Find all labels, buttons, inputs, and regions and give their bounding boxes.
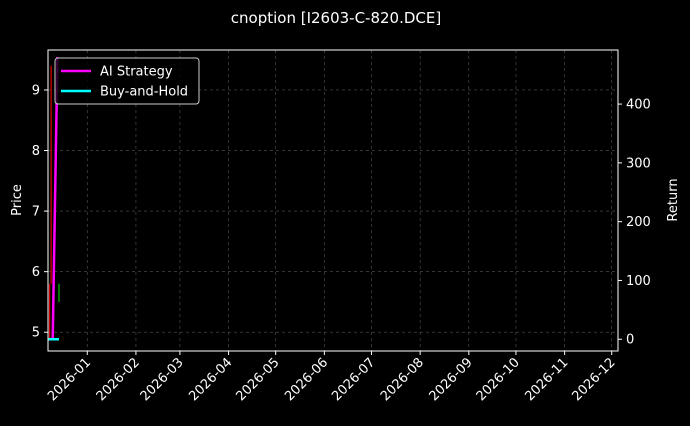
x-tick-label: 2026-04	[186, 355, 235, 404]
y-axis: 5 6 7 8 9	[32, 83, 48, 341]
x-tick-label: 2026-05	[233, 355, 282, 404]
x-tick-label: 2026-10	[474, 355, 523, 404]
x-tick-label: 2026-08	[378, 355, 427, 404]
y-tick-label: 7	[32, 205, 40, 220]
y-tick-label: 6	[32, 265, 40, 280]
y2-tick-label: 200	[626, 215, 651, 230]
y2-tick-label: 300	[626, 156, 651, 171]
y-axis-label: Price	[10, 184, 25, 216]
plot-frame	[47, 49, 619, 352]
chart-title: cnoption [I2603-C-820.DCE]	[231, 9, 441, 27]
grid	[48, 50, 618, 351]
y-tick-label: 5	[32, 326, 40, 341]
y2-axis-label: Return	[666, 178, 681, 221]
y2-tick-label: 400	[626, 98, 651, 113]
y-tick-label: 8	[32, 144, 40, 159]
y-tick-label: 9	[32, 83, 40, 98]
y2-axis: 0 100 200 300 400	[618, 98, 651, 348]
legend-box	[54, 57, 200, 105]
y2-tick-label: 0	[626, 333, 634, 348]
x-tick-label: 2026-12	[570, 355, 619, 404]
legend-label-buy-and-hold: Buy-and-Hold	[100, 85, 188, 100]
x-tick-label: 2026-03	[138, 355, 187, 404]
y2-tick-label: 100	[626, 274, 651, 289]
candles	[48, 65, 60, 339]
x-tick-label: 2026-07	[329, 355, 378, 404]
x-tick-label: 2026-09	[427, 355, 476, 404]
legend: AI Strategy Buy-and-Hold	[54, 57, 200, 105]
legend-label-ai-strategy: AI Strategy	[100, 65, 173, 80]
x-tick-label: 2026-11	[522, 355, 571, 404]
x-tick-label: 2026-06	[282, 355, 331, 404]
series-lines	[48, 57, 59, 341]
x-tick-label: 2026-01	[45, 355, 94, 404]
x-tick-label: 2026-02	[94, 355, 143, 404]
